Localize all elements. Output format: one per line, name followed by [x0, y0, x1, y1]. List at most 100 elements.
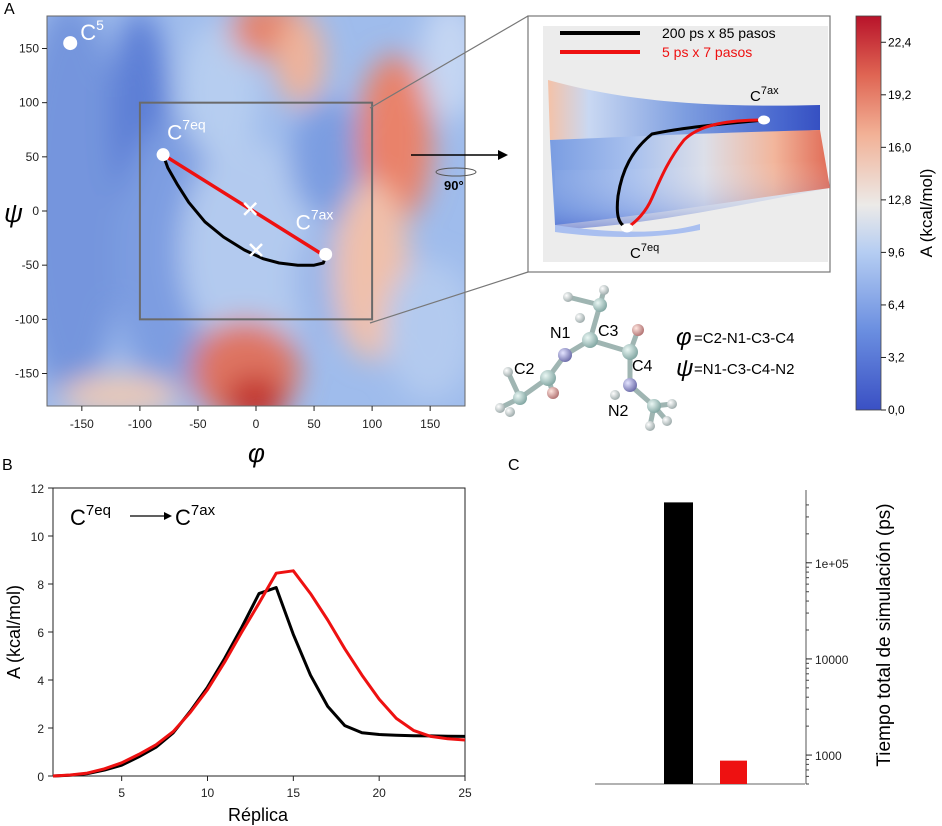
x-tick-label: 0: [253, 417, 260, 431]
y-tick-label: -150: [15, 367, 39, 381]
zoom-connector-top: [369, 15, 529, 109]
free-energy-profile-chart: 5 10 15 20 25 0 2 4 6 8 10 12 C7eq C7ax Réplica A (…: [4, 482, 472, 825]
cross-marker: [249, 243, 263, 257]
simulation-time-chart: 1000 10000 1e+05 Tiempo total de simulació…: [595, 490, 895, 785]
inset-paths: [615, 118, 765, 229]
x-tick-label: 150: [420, 417, 440, 431]
state-marker-7eq: [156, 148, 170, 162]
zoom-connector-bottom: [369, 271, 529, 324]
panel-label-c: C: [508, 457, 520, 474]
transition-annotation: C7eq: [70, 502, 111, 530]
alanine-dipeptide-molecule: N1 C2 C3 C4 N2 φ =C2-N1-C3-C4 ψ =N1-C3-C…: [495, 285, 794, 431]
colorbar-label: A (kcal/mol): [917, 169, 936, 258]
molecule-atoms: [495, 285, 677, 431]
x-tick-label: 100: [362, 417, 382, 431]
y-tick-label: 0: [32, 204, 39, 218]
x-tick-label: 50: [307, 417, 321, 431]
rotation-label: 90°: [444, 178, 464, 193]
x-tick-label: -150: [70, 417, 94, 431]
y-tick-label: 10000: [815, 653, 849, 667]
bar-ylabel: Tiempo total de simulación (ps): [874, 503, 895, 766]
y-tick-label: 4: [37, 674, 44, 688]
inset-path-red: [627, 118, 765, 229]
colorbar: 0,0 3,2 6,4 9,6 12,8 16,0 19,2 22,4 A (kcal/mol…: [855, 15, 936, 417]
atom-label-c4: C4: [632, 358, 653, 375]
y-tick-label: 0: [37, 770, 44, 784]
colorbar-ticks: 0,0 3,2 6,4 9,6 12,8 16,0 19,2 22,4: [881, 35, 912, 417]
y-tick-label: 1000: [815, 749, 842, 763]
profile-axes: 5 10 15 20 25 0 2 4 6 8 10 12: [31, 482, 472, 800]
y-tick-label: 100: [19, 96, 39, 110]
transition-annotation-target: C7ax: [175, 502, 216, 530]
colorbar-tick-label: 6,4: [888, 298, 905, 312]
inset-upper-surface: [548, 80, 820, 140]
colorbar-gradient: [855, 15, 882, 411]
state-label-7ax: C7ax: [296, 206, 334, 234]
surface-inset: C7ax C7eq 200 ps x 85 pasos 5 ps x 7 pas…: [527, 15, 831, 273]
x-tick-label: 15: [287, 786, 301, 800]
bar-axis-ticks: 1000 10000 1e+05: [806, 504, 849, 785]
psi-symbol: ψ: [676, 355, 693, 382]
bars: [664, 502, 747, 784]
x-tick-label: 10: [201, 786, 215, 800]
inset-state-7ax-marker: [758, 115, 770, 125]
profile-ylabel: A (kcal/mol): [4, 585, 24, 679]
panel-label-b: B: [2, 457, 13, 474]
y-tick-label: 2: [37, 722, 44, 736]
y-tick-label: 150: [19, 42, 39, 56]
rotation-arrow: 90°: [411, 150, 508, 193]
profile-lines: [52, 569, 466, 778]
phi-symbol: φ: [676, 324, 692, 351]
inset-rim: [555, 224, 700, 237]
colorbar-tick-label: 0,0: [888, 403, 905, 417]
transition-paths: [161, 153, 328, 267]
state-label-5: C5: [80, 17, 104, 45]
free-energy-map: -150 -100 -50 0 50 100 150 -150 -100 -50 0 50 100 150…: [4, 15, 466, 468]
annotation-arrowhead: [164, 512, 172, 520]
legend: 200 ps x 85 pasos 5 ps x 7 pasos: [560, 25, 776, 60]
state-marker-5: [63, 36, 78, 51]
x-tick-label: 20: [372, 786, 386, 800]
y-tick-label: 8: [37, 578, 44, 592]
legend-label-black: 200 ps x 85 pasos: [662, 25, 776, 41]
colorbar-tick-label: 19,2: [888, 88, 912, 102]
bar-0: [664, 502, 693, 784]
cross-marker: [243, 201, 258, 216]
atom-label-c3: C3: [598, 323, 619, 340]
y-tick-label: 6: [37, 626, 44, 640]
heatmap-axes: -150 -100 -50 0 50 100 150 -150 -100 -50 0 50 100 150: [15, 42, 441, 432]
x-tick-label: -100: [128, 417, 152, 431]
state-marker-7ax: [319, 247, 333, 261]
profile-frame: [52, 487, 466, 777]
x-tick-label: -50: [189, 417, 207, 431]
y-tick-label: -50: [22, 258, 40, 272]
inset-state-7ax: C7ax: [750, 85, 779, 105]
y-tick-label: 12: [31, 482, 45, 496]
path-black: [161, 154, 328, 267]
inset-state-7eq-marker: [621, 223, 633, 233]
y-tick-label: -100: [15, 312, 39, 326]
state-labels: C5 C7eq C7ax: [63, 17, 333, 261]
legend-label-red: 5 ps x 7 pasos: [662, 44, 752, 60]
panel-label-a: A: [4, 1, 15, 18]
y-tick-label: 10: [31, 530, 45, 544]
profile-xlabel: Réplica: [228, 805, 289, 825]
bar-1: [720, 760, 747, 784]
path-red: [162, 153, 327, 258]
profile-line-black: [52, 586, 466, 778]
x-tick-label: 5: [118, 786, 125, 800]
atom-label-n1: N1: [550, 325, 571, 342]
y-tick-label: 1e+05: [815, 557, 849, 571]
zoom-box: [138, 101, 374, 321]
inset-state-7eq: C7eq: [630, 242, 659, 262]
colorbar-tick-label: 16,0: [888, 140, 912, 154]
heatmap-xlabel: φ: [248, 438, 265, 468]
phi-definition: =C2-N1-C3-C4: [694, 330, 794, 347]
heatmap-ylabel: ψ: [4, 198, 23, 228]
colorbar-tick-label: 12,8: [888, 193, 912, 207]
atom-label-c2: C2: [514, 361, 535, 378]
profile-line-red: [52, 569, 466, 778]
atom-label-n2: N2: [608, 403, 629, 420]
colorbar-tick-label: 9,6: [888, 245, 905, 259]
